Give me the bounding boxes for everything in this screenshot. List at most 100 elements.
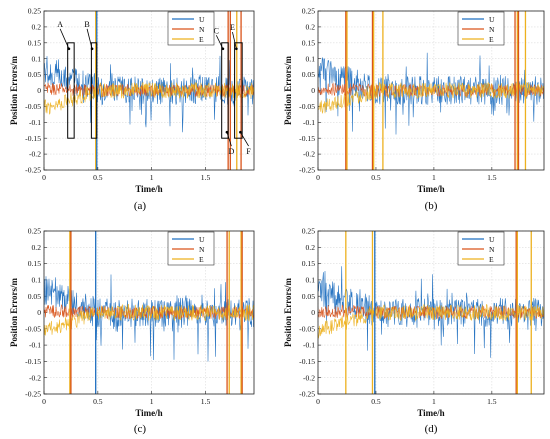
plot-traces: [44, 231, 254, 394]
chart-panel-2: 0.25 0.2 0.15 0.1 0.05 0 -0.05 -0.1 -0.15 -0.2 -0.…: [283, 7, 545, 212]
y-tick-label: -0.2: [303, 373, 315, 382]
annotation-arrow: [232, 31, 237, 49]
y-tick-label: 0: [37, 308, 41, 317]
legend-label: N: [489, 245, 495, 254]
y-tick-label: -0.25: [299, 166, 315, 175]
y-tick-label: -0.15: [299, 357, 315, 366]
x-tick-label: 1: [150, 173, 154, 182]
annotation-arrowhead: [235, 47, 238, 51]
y-tick-label: 0.1: [32, 54, 42, 63]
legend: UNE: [167, 231, 215, 266]
annotation-arrow: [59, 28, 70, 49]
annotation-arrow: [215, 35, 224, 49]
plot-frame: [317, 10, 545, 171]
annotation-arrow: [240, 131, 249, 147]
x-axis-label: Time/h: [135, 184, 162, 194]
y-tick-label: 0.2: [32, 23, 42, 32]
x-tick-label: 1.5: [487, 397, 497, 406]
y-tick-label: -0.1: [303, 341, 315, 350]
legend: UNE: [457, 11, 505, 46]
chart-panel-3: 0.25 0.2 0.15 0.1 0.05 0 -0.05 -0.1 -0.15 -0.2 -0.…: [9, 227, 255, 435]
panel-label: (a): [134, 200, 147, 212]
y-tick-label: 0.05: [302, 70, 315, 79]
series-line-U: [44, 274, 254, 362]
annotation-box: [221, 42, 229, 139]
y-tick-label: -0.05: [299, 102, 315, 111]
annotation-label: B: [84, 20, 89, 29]
y-tick-label: 0.25: [302, 227, 315, 236]
y-tick-label: -0.05: [25, 324, 41, 333]
plot-frame: [43, 10, 255, 171]
legend-label: E: [199, 35, 204, 44]
series-line-E: [318, 303, 544, 339]
y-tick-label: 0.15: [28, 259, 41, 268]
y-tick-label: 0.15: [302, 259, 315, 268]
y-tick-label: 0: [311, 86, 315, 95]
y-tick-label: -0.25: [25, 390, 41, 399]
legend-label: E: [199, 255, 204, 264]
x-tick-label: 1.5: [201, 173, 211, 182]
y-tick-label: 0.05: [28, 292, 41, 301]
y-tick-label: 0.25: [28, 7, 41, 16]
y-tick-label: -0.15: [299, 134, 315, 143]
x-tick-label: 0: [316, 173, 320, 182]
annotation-arrowhead: [67, 47, 71, 51]
plot-frame: [317, 230, 545, 395]
y-tick-label: -0.05: [299, 324, 315, 333]
x-axis-label: Time/h: [417, 184, 444, 194]
annotation-arrowhead: [90, 47, 94, 51]
annotation-label: C: [214, 26, 219, 35]
legend-label: E: [489, 35, 494, 44]
x-axis-label: Time/h: [135, 408, 162, 418]
y-tick-label: 0.25: [28, 227, 41, 236]
series-line-N: [44, 82, 254, 98]
legend-label: U: [199, 235, 205, 244]
y-tick-label: 0.2: [306, 243, 316, 252]
x-tick-label: 0.5: [371, 397, 381, 406]
annotation-arrowhead: [239, 130, 242, 134]
x-tick-label: 1: [432, 397, 436, 406]
y-tick-label: 0.1: [306, 54, 316, 63]
y-tick-label: -0.1: [29, 341, 41, 350]
legend-label: E: [489, 255, 494, 264]
x-tick-label: 0.5: [93, 397, 103, 406]
legend-label: N: [199, 25, 205, 34]
legend-label: U: [199, 15, 205, 24]
annotation-arrow: [86, 28, 93, 49]
x-tick-label: 0: [42, 173, 46, 182]
y-tick-label: -0.25: [299, 390, 315, 399]
annotation-arrowhead: [225, 130, 229, 134]
y-tick-label: 0.15: [28, 38, 41, 47]
y-tick-label: 0.05: [28, 70, 41, 79]
y-axis-label: Position Errors/m: [283, 277, 293, 347]
y-tick-label: -0.2: [29, 150, 41, 159]
x-tick-label: 0: [42, 397, 46, 406]
plot-frame: [43, 230, 255, 395]
legend-label: N: [199, 245, 205, 254]
legend: UNE: [457, 231, 505, 266]
y-tick-label: 0.15: [302, 38, 315, 47]
annotation-label: F: [246, 147, 251, 156]
y-tick-label: -0.25: [25, 166, 41, 175]
y-tick-label: -0.1: [29, 118, 41, 127]
x-axis-label: Time/h: [417, 408, 444, 418]
chart-panel-1: 0.25 0.2 0.15 0.1 0.05 0 -0.05 -0.1 -0.15 -0.2 -0.…: [9, 7, 255, 212]
annotation-label: E: [230, 23, 235, 32]
panel-label: (d): [425, 423, 438, 435]
y-tick-label: 0: [37, 86, 41, 95]
annotation-arrowhead: [221, 47, 225, 51]
y-tick-label: -0.15: [25, 357, 41, 366]
y-tick-label: -0.15: [25, 134, 41, 143]
x-tick-label: 0.5: [371, 173, 381, 182]
y-tick-label: 0.25: [302, 7, 315, 16]
series-line-E: [44, 303, 254, 336]
y-axis-label: Position Errors/m: [9, 55, 19, 125]
x-tick-label: 0: [316, 397, 320, 406]
x-tick-label: 0.5: [93, 173, 103, 182]
panel-label: (c): [134, 423, 147, 435]
y-tick-label: 0: [311, 308, 315, 317]
plot-traces: [318, 231, 544, 394]
y-axis-label: Position Errors/m: [9, 277, 19, 347]
y-tick-label: 0.1: [306, 276, 316, 285]
